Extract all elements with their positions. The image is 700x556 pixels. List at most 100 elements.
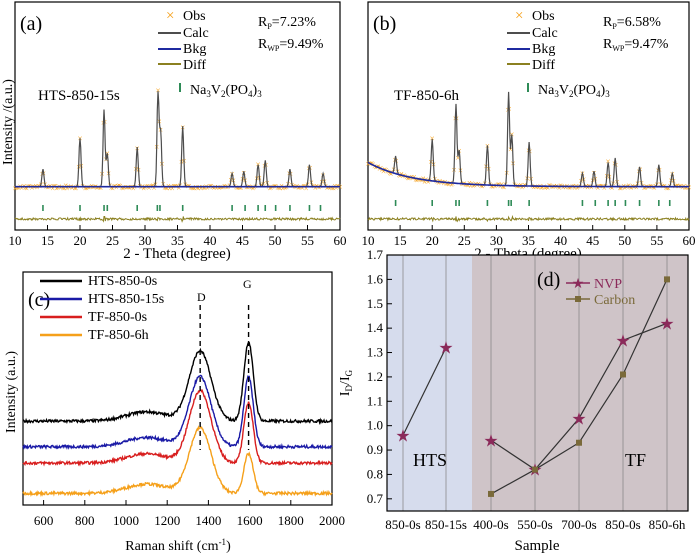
obs-point: ×: [499, 180, 504, 190]
panel-b-tag: (b): [373, 13, 396, 35]
legend-label: HTS-850-15s: [88, 292, 164, 307]
obs-point: ×: [622, 183, 627, 193]
x-tick-label: 10: [9, 233, 22, 248]
nvp-point: ★: [438, 339, 453, 358]
tf-region: [472, 255, 688, 511]
obs-point: ×: [450, 179, 455, 189]
obs-point: ×: [120, 183, 125, 193]
obs-point: ×: [209, 181, 214, 191]
obs-point: ×: [146, 183, 151, 193]
obs-point: ×: [502, 182, 507, 192]
legend-obs-label: Obs: [183, 9, 206, 24]
obs-point: ×: [122, 183, 127, 193]
x-tick-label: 30: [139, 233, 152, 248]
obs-point: ×: [626, 181, 631, 191]
obs-point: ×: [642, 183, 647, 193]
nvp-point: ★: [395, 426, 410, 445]
legend-bkg-label: Bkg: [532, 42, 555, 57]
legend-label: HTS-850-0s: [88, 274, 157, 289]
obs-point: ×: [468, 181, 473, 191]
obs-point: ×: [217, 183, 222, 193]
panel-d-category-gridlines: [402, 255, 668, 511]
hts-region: [387, 255, 472, 511]
obs-point: ×: [211, 183, 216, 193]
y-tick-label: 1.7: [367, 247, 384, 262]
obs-point: ×: [595, 183, 600, 193]
obs-point: ×: [634, 183, 639, 193]
nvp-point: ★: [659, 314, 674, 333]
obs-point: ×: [23, 183, 28, 193]
obs-point: ×: [404, 173, 409, 183]
legend-nvp-marker: ★: [572, 277, 585, 292]
y-tick-label: 1.4: [367, 320, 384, 335]
legend-calc-label: Calc: [532, 26, 558, 41]
obs-point: ×: [170, 184, 175, 194]
obs-point: ×: [496, 180, 501, 190]
obs-point: ×: [331, 183, 336, 193]
obs-point: ×: [557, 183, 562, 193]
legend-label: TF-850-0s: [88, 310, 147, 325]
category-label: 550-0s: [517, 517, 552, 532]
legend-label: TF-850-6h: [88, 328, 149, 343]
x-tick-label: 25: [458, 233, 471, 248]
obs-point: ×: [64, 184, 69, 194]
obs-point: ×: [478, 181, 483, 191]
obs-point: ×: [522, 180, 527, 190]
obs-point: ×: [192, 184, 197, 194]
panel-b-rp: RP=6.58%: [603, 15, 661, 31]
panel-c-raman: 600 800 1000 1200 1400 1600 1800 2000 (c) Inten…: [4, 271, 345, 554]
obs-point: ×: [236, 183, 241, 193]
legend-phase-label: Na3V2(PO4)3: [538, 83, 610, 99]
obs-point: ×: [449, 180, 454, 190]
obs-point: ×: [334, 183, 339, 193]
panel-b-sample-label: TF-850-6h: [394, 88, 459, 104]
obs-point: ×: [430, 133, 435, 143]
obs-point: ×: [16, 183, 21, 193]
nvp-point: ★: [483, 431, 498, 450]
x-tick-label: 55: [650, 233, 663, 248]
panel-d-ylabel: ID/IG: [338, 369, 354, 396]
x-tick-label: 40: [554, 233, 567, 248]
obs-point: ×: [269, 183, 274, 193]
obs-point: ×: [455, 153, 460, 163]
obs-point: ×: [464, 180, 469, 190]
x-tick-label: 800: [75, 513, 95, 528]
obs-point: ×: [445, 179, 450, 189]
obs-point: ×: [387, 169, 392, 179]
x-tick-label: 35: [171, 233, 184, 248]
obs-point: ×: [131, 183, 136, 193]
nvp-point: ★: [615, 331, 630, 350]
raman-series-HTS-850-0s: [22, 341, 333, 426]
obs-point: ×: [421, 174, 426, 184]
obs-point: ×: [126, 183, 131, 193]
panel-c-g-band-label: G: [243, 277, 252, 291]
obs-point: ×: [627, 183, 632, 193]
obs-point: ×: [14, 183, 19, 193]
obs-point: ×: [116, 181, 121, 191]
obs-point: ×: [545, 183, 550, 193]
obs-point: ×: [380, 165, 385, 175]
panel-a-rp: RP=7.23%: [258, 15, 316, 31]
obs-point: ×: [296, 183, 301, 193]
panel-c-ylabel: Intensity (a.u.): [4, 351, 19, 433]
y-tick-label: 1.2: [367, 369, 383, 384]
obs-point: ×: [675, 181, 680, 191]
legend-obs-marker: ×: [515, 8, 523, 24]
obs-point: ×: [84, 183, 89, 193]
panel-c-d-band-label: D: [197, 290, 206, 304]
x-tick-label: 1400: [195, 513, 221, 528]
obs-point: ×: [381, 166, 386, 176]
obs-point: ×: [686, 183, 691, 193]
obs-point: ×: [550, 182, 555, 192]
obs-point: ×: [490, 182, 495, 192]
bkg-line: [367, 161, 689, 188]
obs-point: ×: [419, 176, 424, 186]
x-tick-label: 1800: [278, 513, 304, 528]
category-label: 850-0s: [385, 517, 420, 532]
carbon-point: [576, 439, 582, 446]
panel-d-tag: (d): [537, 269, 560, 291]
panel-a-rwp: RWP=9.49%: [258, 37, 324, 53]
obs-point: ×: [110, 184, 115, 194]
obs-point: ×: [163, 183, 168, 193]
obs-point: ×: [472, 180, 477, 190]
